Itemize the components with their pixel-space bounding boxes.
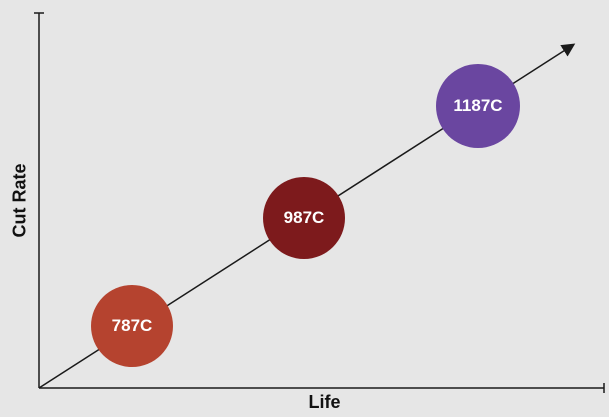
y-axis-title: Cut Rate — [9, 163, 30, 238]
bubble-987c: 987C — [263, 177, 345, 259]
x-axis-title: Life — [308, 392, 341, 412]
bubble-787c: 787C — [91, 285, 173, 367]
bubble-1187c: 1187C — [436, 64, 520, 148]
